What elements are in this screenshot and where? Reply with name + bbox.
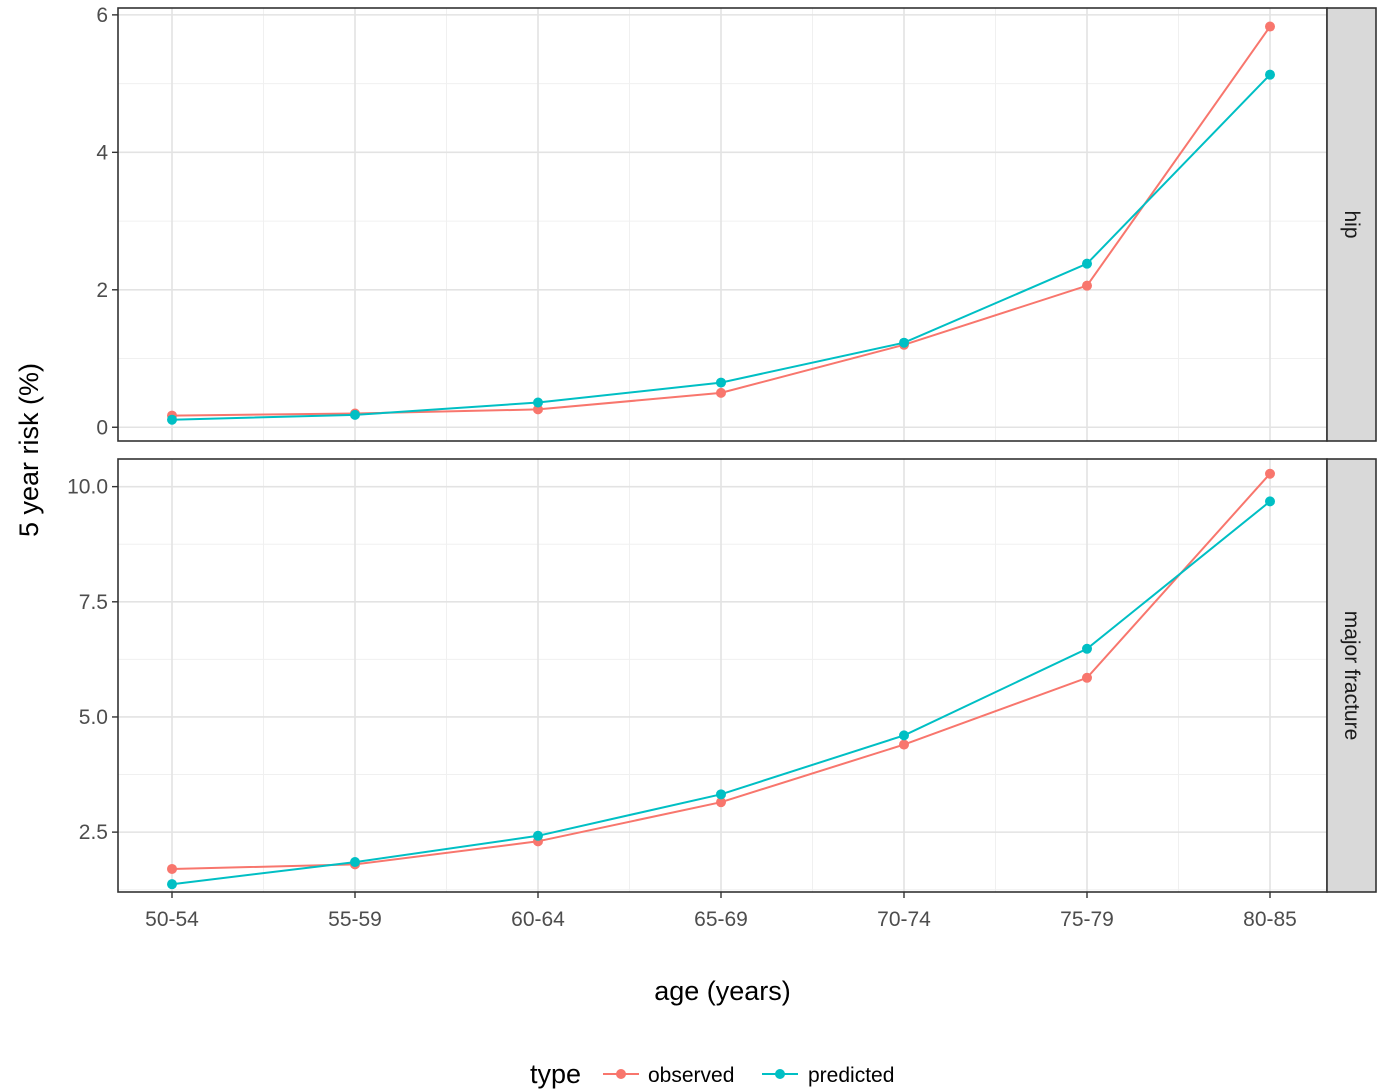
data-point-predicted: [716, 789, 726, 800]
data-point-predicted: [167, 414, 177, 425]
legend-key-point-observed: [616, 1069, 626, 1079]
data-point-predicted: [716, 377, 726, 388]
data-point-predicted: [1265, 496, 1275, 507]
data-point-predicted: [1082, 643, 1092, 654]
data-point-observed: [899, 739, 909, 750]
legend-label-predicted: predicted: [808, 1064, 894, 1087]
data-point-observed: [167, 863, 177, 874]
y-tick-label: 0: [96, 416, 108, 439]
data-point-predicted: [1082, 258, 1092, 269]
facet-strip: [1326, 7, 1377, 442]
legend-label-observed: observed: [648, 1064, 734, 1087]
y-tick-label: 4: [96, 141, 108, 164]
legend-title: type: [530, 1059, 581, 1089]
data-point-predicted: [350, 857, 360, 868]
x-axis-title: age (years): [654, 976, 791, 1006]
data-point-predicted: [167, 879, 177, 890]
x-tick-label: 80-85: [1243, 908, 1297, 931]
x-tick-label: 55-59: [328, 908, 382, 931]
data-point-predicted: [1265, 69, 1275, 80]
legend-key-point-predicted: [775, 1069, 785, 1079]
data-point-predicted: [899, 730, 909, 741]
x-tick-label: 70-74: [877, 908, 931, 931]
data-point-observed: [716, 387, 726, 398]
legend: type observed predicted: [530, 1059, 894, 1089]
data-point-observed: [716, 797, 726, 808]
facet-strip-label: major fracture: [1340, 611, 1363, 741]
y-tick-label: 5.0: [79, 706, 108, 729]
panel-background: [118, 8, 1327, 441]
data-point-observed: [1265, 468, 1275, 479]
data-point-observed: [1082, 672, 1092, 683]
panel-background: [118, 459, 1327, 892]
facet-strip-label: hip: [1340, 210, 1363, 238]
x-tick-label: 60-64: [511, 908, 565, 931]
x-tick-label: 50-54: [145, 908, 199, 931]
panel-major-fracture: 2.5 5.0 7.5 10.0 major fracture: [67, 458, 1377, 893]
data-point-observed: [1082, 280, 1092, 291]
x-tick-label: 65-69: [694, 908, 748, 931]
y-axis-title: 5 year risk (%): [14, 363, 44, 537]
y-tick-label: 2: [96, 279, 108, 302]
y-tick-label: 2.5: [79, 821, 108, 844]
facet-strip: [1326, 458, 1377, 893]
data-point-predicted: [533, 397, 543, 408]
data-point-observed: [533, 404, 543, 415]
y-tick-label: 6: [96, 4, 108, 27]
data-point-observed: [1265, 21, 1275, 32]
y-tick-label: 10.0: [67, 476, 108, 499]
x-tick-label: 75-79: [1060, 908, 1114, 931]
data-point-predicted: [533, 830, 543, 841]
data-point-predicted: [350, 409, 360, 420]
data-point-predicted: [899, 337, 909, 348]
y-tick-label: 7.5: [79, 591, 108, 614]
panel-hip: 0 2 4 6 hip: [96, 4, 1377, 442]
